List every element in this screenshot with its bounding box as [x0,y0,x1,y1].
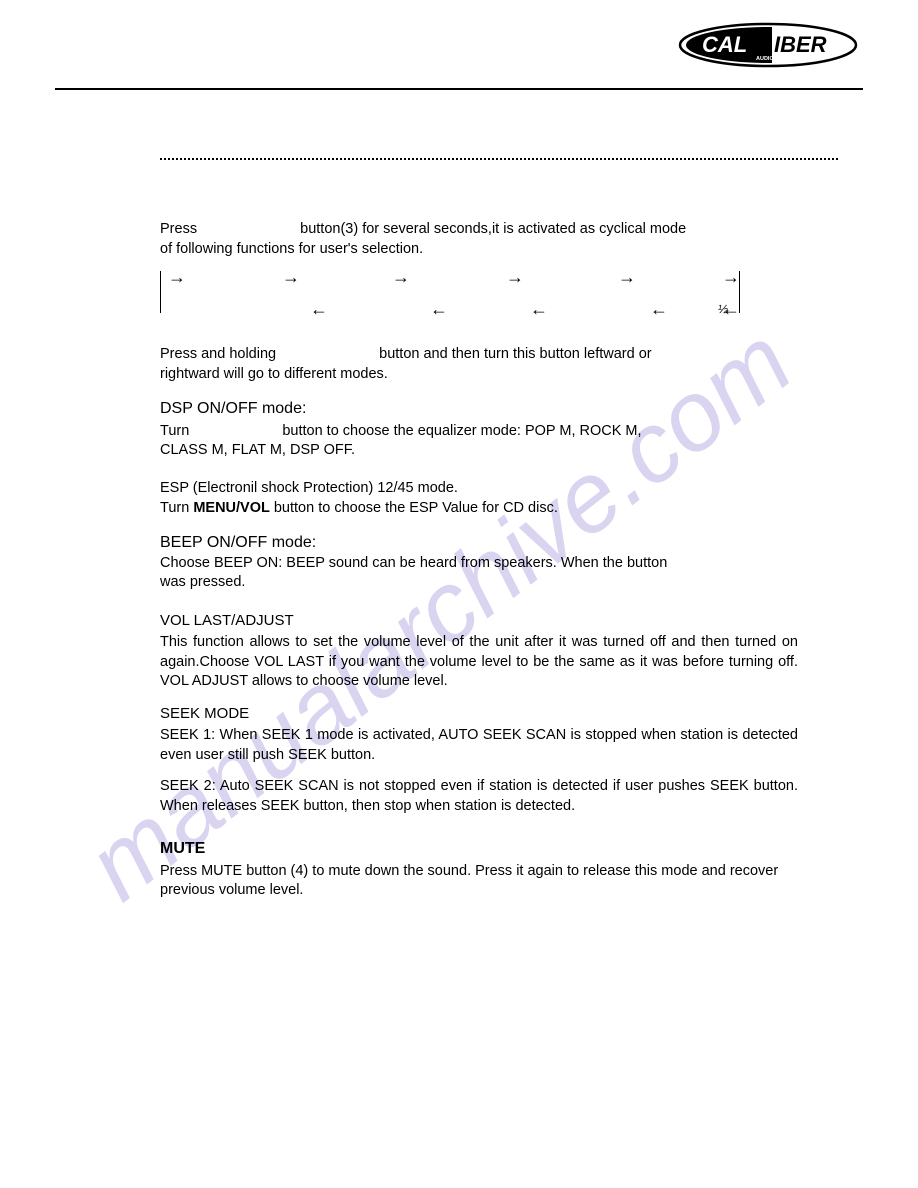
dsp-paragraph: Turn button to choose the equalizer mode… [160,422,798,461]
vol-paragraph: This function allows to set the volume l… [160,633,798,692]
arrow-left-icon: ← [650,297,668,321]
seek-p2: SEEK 2: Auto SEEK SCAN is not stopped ev… [160,777,798,816]
arrow-left-icon: ← [310,297,328,321]
esp-button-label: MENU/VOL [193,500,270,516]
dsp-text: Turn [160,423,189,439]
press-hold-text: Press and holding [160,346,276,362]
press-hold-text: rightward will go to different modes. [160,366,388,382]
mute-paragraph: Press MUTE button (4) to mute down the s… [160,862,798,901]
vol-heading: VOL LAST/ADJUST [160,611,798,631]
svg-text:AUDIO TECHNOLOGY: AUDIO TECHNOLOGY [756,56,814,62]
beep-paragraph: Choose BEEP ON: BEEP sound can be heard … [160,554,798,593]
svg-text:IBER: IBER [774,32,827,57]
dsp-text: button to choose the equalizer mode: POP… [282,423,641,439]
intro-text: button(3) for several seconds,it is acti… [300,221,686,237]
dsp-text: CLASS M, FLAT M, DSP OFF. [160,442,355,458]
seek-p1: SEEK 1: When SEEK 1 mode is activated, A… [160,726,798,765]
arrow-right-icon: → [282,265,300,289]
press-hold-text: button and then turn this button leftwar… [379,346,651,362]
header-rule [55,88,863,90]
arrow-left-icon: ← [530,297,548,321]
beep-text: Choose BEEP ON: BEEP sound can be heard … [160,555,667,571]
esp-text: button to choose the ESP Value for CD di… [270,500,558,516]
arrow-right-icon: → [618,265,636,289]
cycle-diagram: → → → → → → ← ← ← ← ← ½ [160,271,798,331]
arrow-right-icon: → [168,265,186,289]
intro-text: of following functions for user's select… [160,241,423,257]
mute-heading: MUTE [160,838,798,860]
seek-heading: SEEK MODE [160,704,798,724]
dotted-rule [160,158,838,160]
beep-text: was pressed. [160,574,245,590]
beep-heading: BEEP ON/OFF mode: [160,532,798,554]
esp-paragraph: ESP (Electronil shock Protection) 12/45 … [160,479,798,518]
intro-text: Press [160,221,197,237]
arrow-right-icon: → [506,265,524,289]
intro-paragraph: Press button(3) for several seconds,it i… [160,220,798,259]
svg-text:CAL: CAL [702,32,747,57]
dsp-heading: DSP ON/OFF mode: [160,398,798,420]
press-hold-paragraph: Press and holding button and then turn t… [160,345,798,384]
arrow-right-icon: → [392,265,410,289]
brand-logo: CAL IBER AUDIO TECHNOLOGY [678,22,858,73]
arrow-left-icon: ← [430,297,448,321]
half-symbol: ½ [718,301,728,317]
arrow-right-icon: → [722,265,740,289]
esp-text: ESP (Electronil shock Protection) 12/45 … [160,480,458,496]
esp-text: Turn [160,500,193,516]
